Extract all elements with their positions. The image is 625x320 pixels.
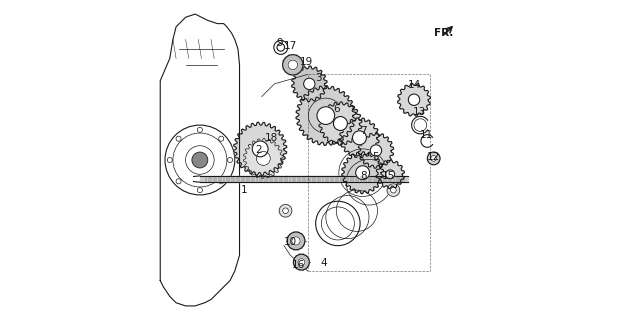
Circle shape [298, 259, 305, 266]
Text: 5: 5 [372, 152, 379, 162]
Polygon shape [292, 66, 327, 102]
Circle shape [356, 166, 369, 180]
Circle shape [287, 232, 305, 250]
Polygon shape [319, 102, 362, 145]
Circle shape [391, 187, 396, 193]
Circle shape [282, 55, 303, 75]
Circle shape [253, 141, 268, 157]
Polygon shape [339, 118, 379, 158]
Circle shape [304, 78, 315, 90]
Text: 1: 1 [241, 185, 248, 195]
Text: 12: 12 [426, 152, 439, 162]
Text: 13: 13 [412, 108, 426, 117]
Polygon shape [342, 152, 384, 194]
Circle shape [428, 152, 440, 165]
Text: 19: 19 [299, 57, 312, 67]
Polygon shape [243, 139, 283, 178]
Polygon shape [234, 122, 287, 175]
Polygon shape [398, 83, 431, 116]
Polygon shape [358, 133, 394, 168]
Polygon shape [200, 176, 408, 182]
Circle shape [294, 254, 309, 270]
Text: FR.: FR. [434, 28, 454, 38]
Text: 14: 14 [408, 80, 421, 91]
Circle shape [333, 116, 348, 131]
Text: 4: 4 [320, 258, 327, 268]
Circle shape [282, 208, 288, 214]
Text: 17: 17 [284, 41, 297, 51]
Circle shape [292, 237, 300, 245]
Circle shape [387, 184, 400, 196]
Text: 2: 2 [255, 146, 262, 156]
Text: 9: 9 [276, 38, 282, 48]
Text: 16: 16 [292, 260, 305, 270]
Circle shape [352, 131, 366, 145]
Text: 8: 8 [360, 171, 367, 181]
Text: 7: 7 [360, 126, 367, 136]
Circle shape [192, 152, 208, 168]
Circle shape [386, 170, 394, 179]
Text: 3: 3 [316, 73, 322, 83]
Circle shape [256, 151, 270, 165]
Circle shape [317, 107, 335, 124]
Circle shape [279, 204, 292, 217]
Circle shape [370, 145, 382, 156]
Polygon shape [376, 160, 404, 188]
Text: 18: 18 [264, 133, 278, 143]
Text: 11: 11 [419, 130, 432, 140]
Circle shape [408, 94, 420, 105]
Text: 6: 6 [333, 104, 339, 114]
Circle shape [431, 156, 436, 161]
Text: 10: 10 [284, 237, 297, 247]
Text: 15: 15 [382, 171, 395, 181]
Polygon shape [296, 86, 356, 145]
Circle shape [288, 60, 298, 69]
